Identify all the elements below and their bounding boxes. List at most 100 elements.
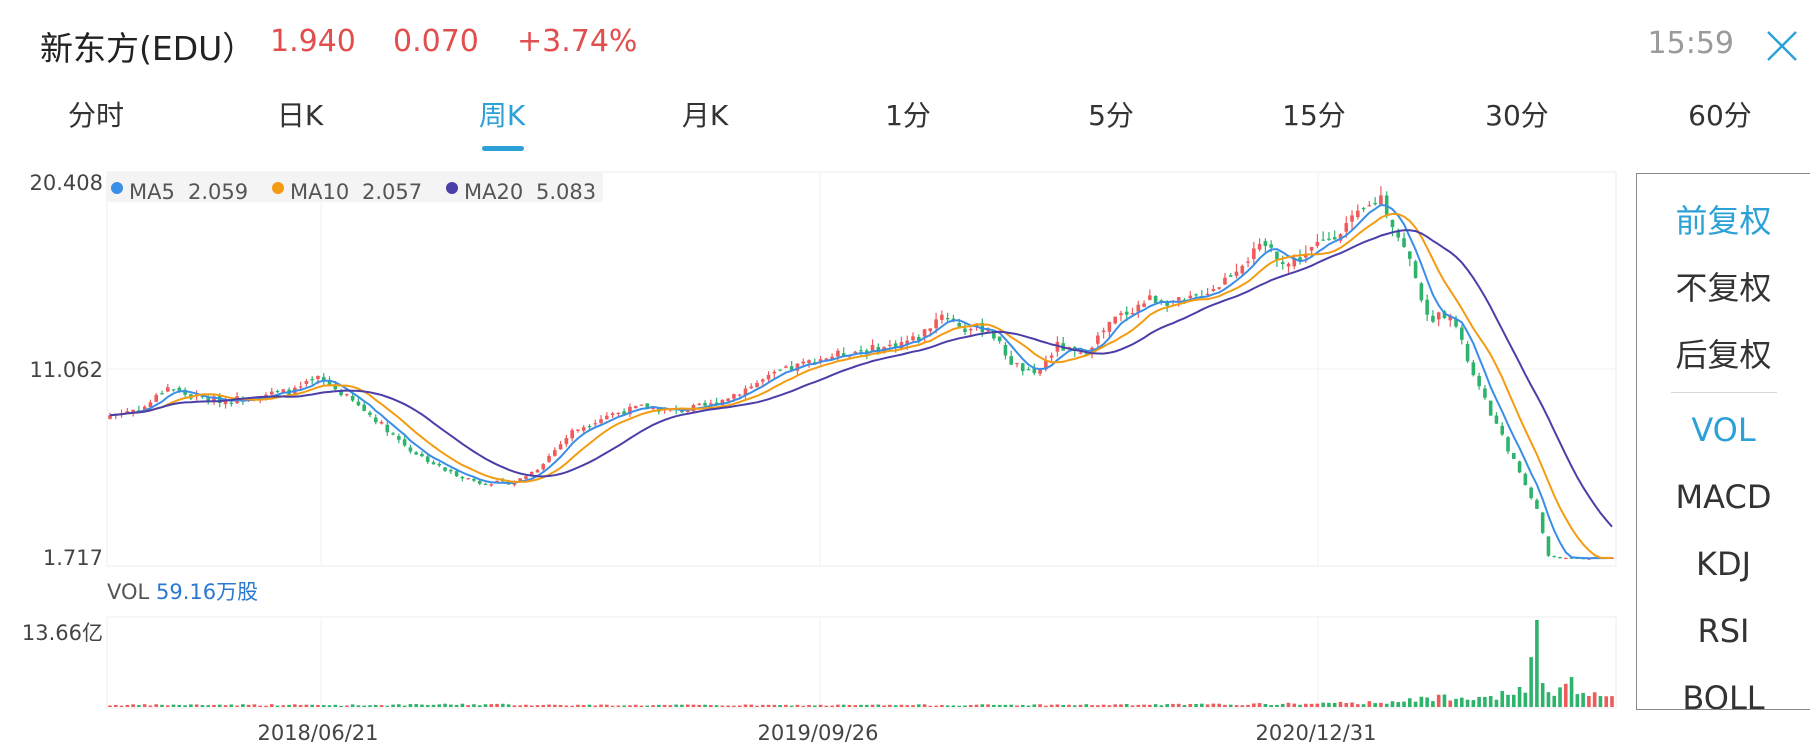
- candle-body: [1563, 557, 1568, 560]
- volume-bar: [1587, 695, 1591, 707]
- tab-monthly-k[interactable]: 月K: [681, 99, 729, 132]
- indicator-macd[interactable]: MACD: [1675, 478, 1772, 516]
- volume-bar: [327, 705, 332, 707]
- tab-timeshare[interactable]: 分时: [67, 99, 125, 132]
- volume-bar: [685, 704, 690, 707]
- volume-bar: [1038, 704, 1042, 707]
- tab-weekly-k[interactable]: 周K: [478, 99, 526, 132]
- volume-bar: [1188, 704, 1193, 707]
- volume-bar: [356, 705, 361, 707]
- volume-bar: [1384, 703, 1389, 707]
- tab-5min[interactable]: 5分: [1088, 99, 1134, 132]
- volume-bar: [1373, 703, 1377, 707]
- candle-body: [899, 342, 904, 349]
- indicator-vol[interactable]: VOL: [1691, 411, 1756, 449]
- candle-body: [633, 406, 638, 409]
- volume-bar: [934, 705, 938, 707]
- candle-body: [362, 404, 366, 411]
- active-tab-indicator: [482, 146, 524, 151]
- volume-bar: [1598, 696, 1603, 707]
- candle-body: [893, 343, 898, 348]
- volume-bar: [443, 703, 447, 707]
- candle-body: [472, 478, 476, 481]
- candle-body: [177, 387, 182, 391]
- volume-bar: [1234, 705, 1239, 707]
- volume-bar: [864, 704, 869, 707]
- candle-body: [350, 395, 355, 401]
- volume-bar: [1350, 702, 1354, 707]
- candle-body: [888, 344, 892, 347]
- volume-bar: [235, 705, 239, 707]
- candle-body: [1113, 316, 1117, 324]
- candle-body: [1315, 241, 1320, 246]
- ma20-legend-name: MA20: [464, 180, 523, 204]
- candle-body: [1124, 311, 1129, 315]
- candle-body: [1280, 262, 1285, 264]
- ma5-line: [109, 203, 1613, 560]
- candle-body: [402, 439, 407, 446]
- candle-body: [281, 389, 286, 393]
- volume-bar: [1454, 698, 1458, 707]
- candle-body: [587, 426, 592, 428]
- indicator-kdj[interactable]: KDJ: [1695, 545, 1752, 583]
- volume-bar: [761, 704, 765, 707]
- candle-body: [183, 389, 187, 395]
- tab-15min[interactable]: 15分: [1282, 99, 1346, 132]
- volume-bar: [397, 704, 401, 707]
- volume-bar: [570, 705, 574, 707]
- candle-body: [732, 394, 736, 399]
- adjust-forward-option[interactable]: 前复权: [1675, 202, 1772, 240]
- volume-bar: [945, 705, 950, 707]
- candle-body: [911, 336, 915, 341]
- adjust-none-option[interactable]: 不复权: [1675, 269, 1772, 307]
- candle-body: [1332, 237, 1337, 240]
- tab-60min[interactable]: 60分: [1688, 99, 1752, 132]
- indicator-rsi[interactable]: RSI: [1697, 612, 1750, 650]
- volume-bar: [512, 705, 517, 707]
- legend-background: [107, 172, 603, 202]
- candle-body: [1408, 251, 1412, 259]
- candle-body: [934, 319, 938, 329]
- volume-bar: [1061, 704, 1065, 707]
- candle-body: [529, 471, 534, 475]
- candle-body: [1009, 356, 1013, 365]
- price-axis-min: 1.717: [43, 546, 103, 570]
- volume-bar: [1419, 696, 1424, 707]
- candle-body: [1465, 343, 1470, 362]
- close-icon[interactable]: [1764, 28, 1800, 64]
- ma10-legend-name: MA10: [290, 180, 349, 204]
- candle-body: [1188, 295, 1193, 299]
- volume-bar: [980, 704, 985, 707]
- candle-body: [1344, 223, 1349, 232]
- candle-body: [928, 328, 933, 332]
- volume-bar: [1361, 704, 1366, 707]
- candle-body: [755, 382, 759, 388]
- tab-1min[interactable]: 1分: [885, 99, 931, 132]
- volume-bar: [501, 703, 505, 707]
- volume-bar: [558, 705, 563, 707]
- tab-30min[interactable]: 30分: [1485, 99, 1549, 132]
- volume-bar: [1581, 692, 1585, 707]
- volume-bar: [836, 704, 840, 707]
- volume-bar: [801, 705, 806, 707]
- candle-body: [512, 483, 517, 485]
- candle-body: [564, 438, 569, 445]
- volume-bar: [1517, 687, 1522, 707]
- tab-daily-k[interactable]: 日K: [276, 99, 324, 132]
- volume-bar: [905, 705, 910, 707]
- candle-body: [761, 379, 765, 382]
- candle-body: [610, 413, 615, 416]
- volume-bar: [229, 704, 234, 707]
- volume-bar: [304, 704, 309, 707]
- volume-bar: [587, 704, 592, 707]
- volume-bar: [425, 705, 430, 707]
- volume-bar: [1205, 704, 1210, 707]
- indicator-boll[interactable]: BOLL: [1682, 679, 1765, 710]
- adjust-backward-option[interactable]: 后复权: [1675, 336, 1772, 374]
- volume-bar: [749, 704, 754, 707]
- volume-bar: [1523, 692, 1528, 707]
- candle-body: [1130, 313, 1135, 315]
- volume-bar: [1263, 703, 1268, 707]
- volume-bar: [997, 704, 1002, 707]
